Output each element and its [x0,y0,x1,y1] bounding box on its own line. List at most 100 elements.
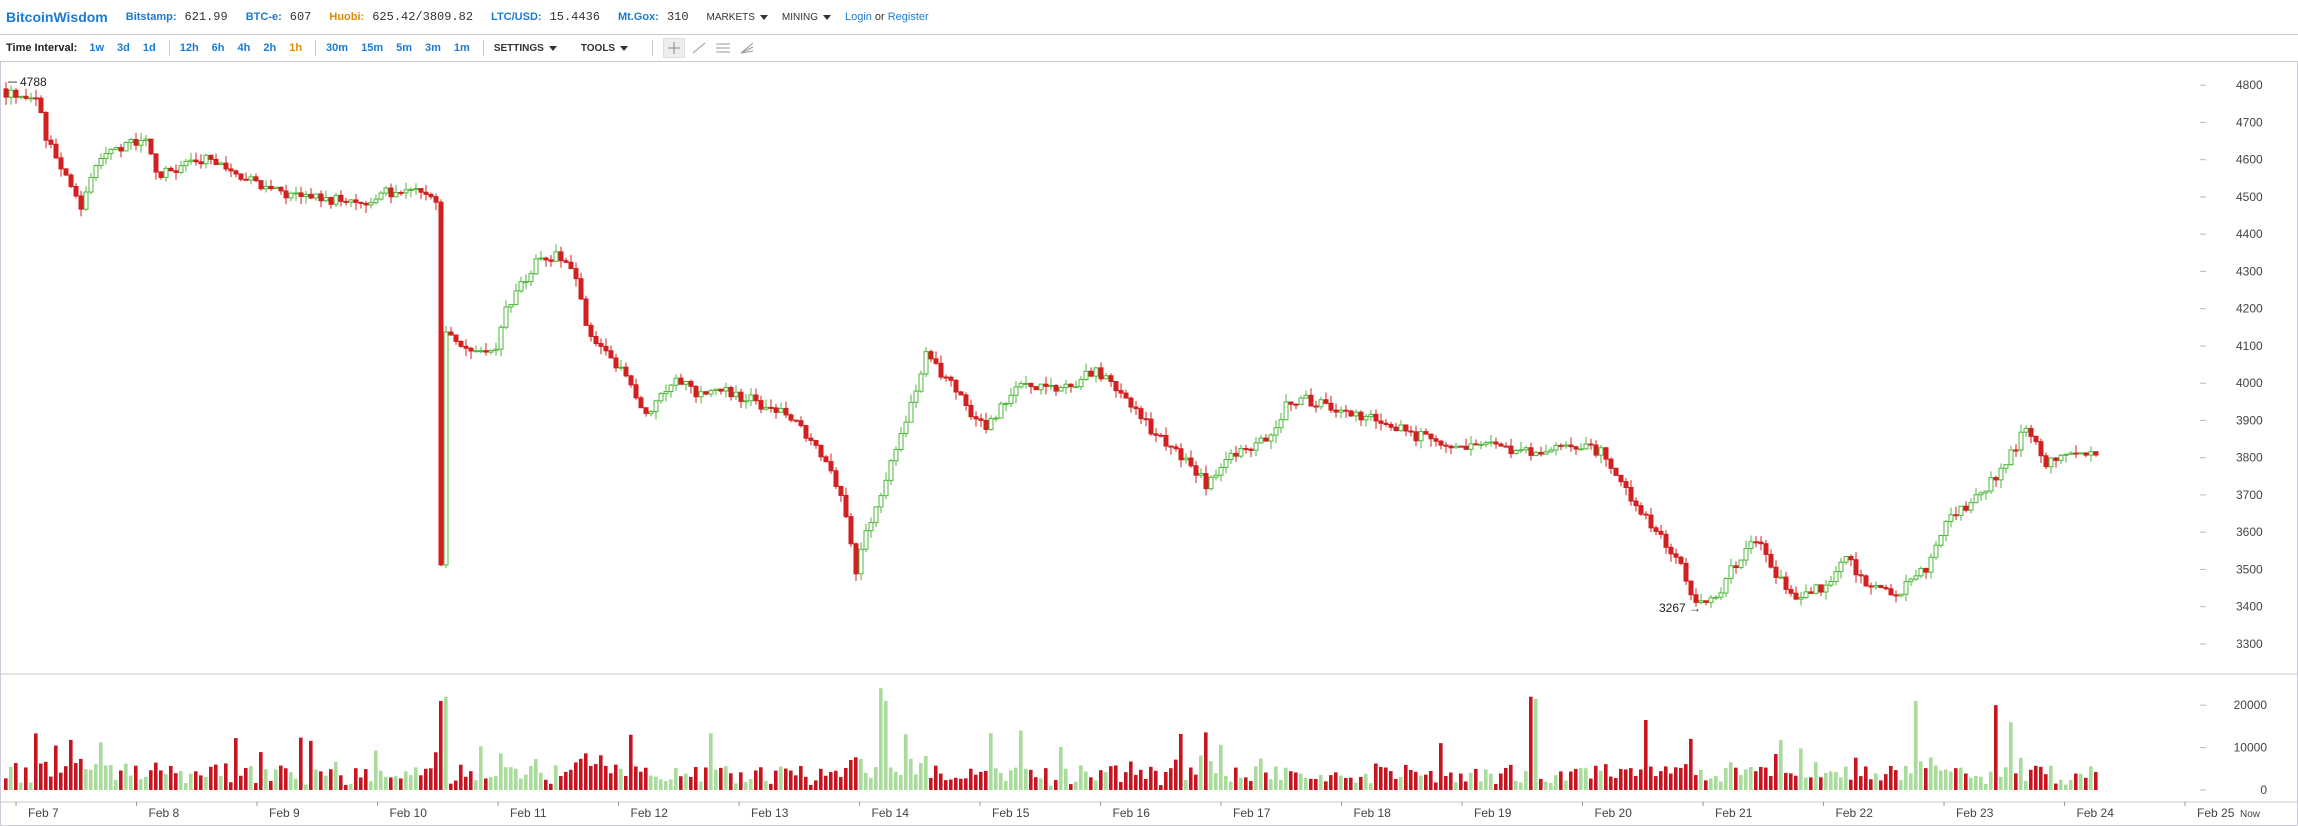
interval-4h[interactable]: 4h [237,42,251,54]
interval-1w[interactable]: 1w [89,42,105,54]
candle-body [603,345,609,352]
interval-3d[interactable]: 3d [117,42,130,54]
volume-bar [309,740,313,790]
candle-body [148,138,154,155]
candle-body [1748,541,1754,550]
volume-bar [1429,770,1433,790]
candle-body [1518,449,1524,452]
candle-body [403,189,409,194]
volume-bar [1689,738,1693,790]
candle-body [598,342,604,347]
volume-bar [2019,757,2023,790]
horizontal-lines-icon[interactable] [713,39,733,57]
candle-body [1098,367,1104,380]
volume-bar [569,769,573,790]
candle-body [2028,427,2034,437]
volume-bar [1144,778,1148,790]
market-mtgox[interactable]: Mt.Gox: 310 [618,10,689,24]
volume-bar [1964,773,1968,790]
candle-body [903,421,909,435]
tools-menu[interactable]: TOOLS [581,43,629,54]
candle-body [2023,427,2029,433]
price-tick-label: 3600 [2236,525,2263,539]
candle-body [348,199,354,203]
candle-body [908,401,914,423]
candle-body [1323,399,1329,404]
interval-5m[interactable]: 5m [396,42,413,54]
volume-bar [1249,781,1253,790]
interval-30m[interactable]: 30m [326,42,349,54]
volume-bar [1959,767,1963,790]
market-huobi[interactable]: Huobi: 625.42/3809.82 [329,10,473,24]
volume-bar [144,776,148,790]
fan-icon[interactable] [737,39,757,57]
candle-body [3,88,9,98]
candle-body [1053,384,1059,392]
logo[interactable]: BitcoinWisdom [6,9,108,25]
volume-bar [699,781,703,790]
candle-body [1528,447,1534,456]
volume-bar [879,688,883,790]
market-btce[interactable]: BTC-e: 607 [246,10,312,24]
volume-bar [929,777,933,790]
volume-series [4,688,2098,790]
volume-bar [14,763,18,790]
settings-menu[interactable]: SETTINGS [494,43,557,54]
candle-body [283,190,289,199]
candle-body [278,186,284,192]
volume-bar [1609,776,1613,790]
candle-body [1408,430,1414,433]
volume-bar [1014,767,1018,790]
volume-bar [984,770,988,790]
interval-2h[interactable]: 2h [263,42,277,54]
volume-bar [1704,780,1708,790]
candle-body [128,139,134,144]
candle-body [1278,419,1284,429]
volume-bar [389,777,393,790]
volume-bar [1119,782,1123,790]
interval-12h[interactable]: 12h [179,42,199,54]
volume-bar [1919,761,1923,790]
market-bitstamp[interactable]: Bitstamp: 621.99 [126,10,228,24]
candle-body [1253,442,1259,451]
interval-3m[interactable]: 3m [425,42,441,54]
candle-body [233,170,239,175]
candle-body [258,180,264,190]
candle-body [828,461,834,472]
register-link[interactable]: Register [887,11,929,23]
volume-bar [399,778,403,790]
volume-bar [1254,766,1258,790]
volume-bar [854,757,858,790]
candle-body [1268,434,1274,442]
candle-body [948,376,954,381]
candle-body [1893,594,1899,597]
trendline-icon[interactable] [689,39,709,57]
candle-body [1548,449,1554,453]
markets-menu[interactable]: MARKETS [707,12,768,23]
market-price: 607 [289,10,312,24]
candle-body [318,193,324,202]
interval-1m[interactable]: 1m [453,42,470,54]
volume-bar [229,782,233,790]
date-tick-label: Feb 25 [2197,806,2235,820]
price-chart[interactable]: 3300 3400 3500 3600 3700 3800 3900 4000 4100 4200… [0,62,2298,826]
mining-menu[interactable]: MINING [782,12,831,23]
volume-bar [1644,720,1648,790]
candle-body [98,157,104,167]
interval-15m[interactable]: 15m [361,42,384,54]
candle-body [1118,390,1124,394]
candle-body [2043,455,2049,468]
interval-1d[interactable]: 1d [142,42,156,54]
volume-bar [849,759,853,790]
candle-body [163,167,169,178]
interval-6h[interactable]: 6h [211,42,225,54]
market-ltcusd[interactable]: LTC/USD: 15.4436 [491,10,600,24]
login-link[interactable]: Login [845,11,872,23]
volume-bar [1129,761,1133,790]
volume-bar [824,775,828,790]
volume-bar [1329,775,1333,790]
interval-1h[interactable]: 1h [289,42,303,54]
candle-body [683,380,689,385]
crosshair-icon[interactable] [663,38,686,58]
candle-body [1213,474,1219,478]
